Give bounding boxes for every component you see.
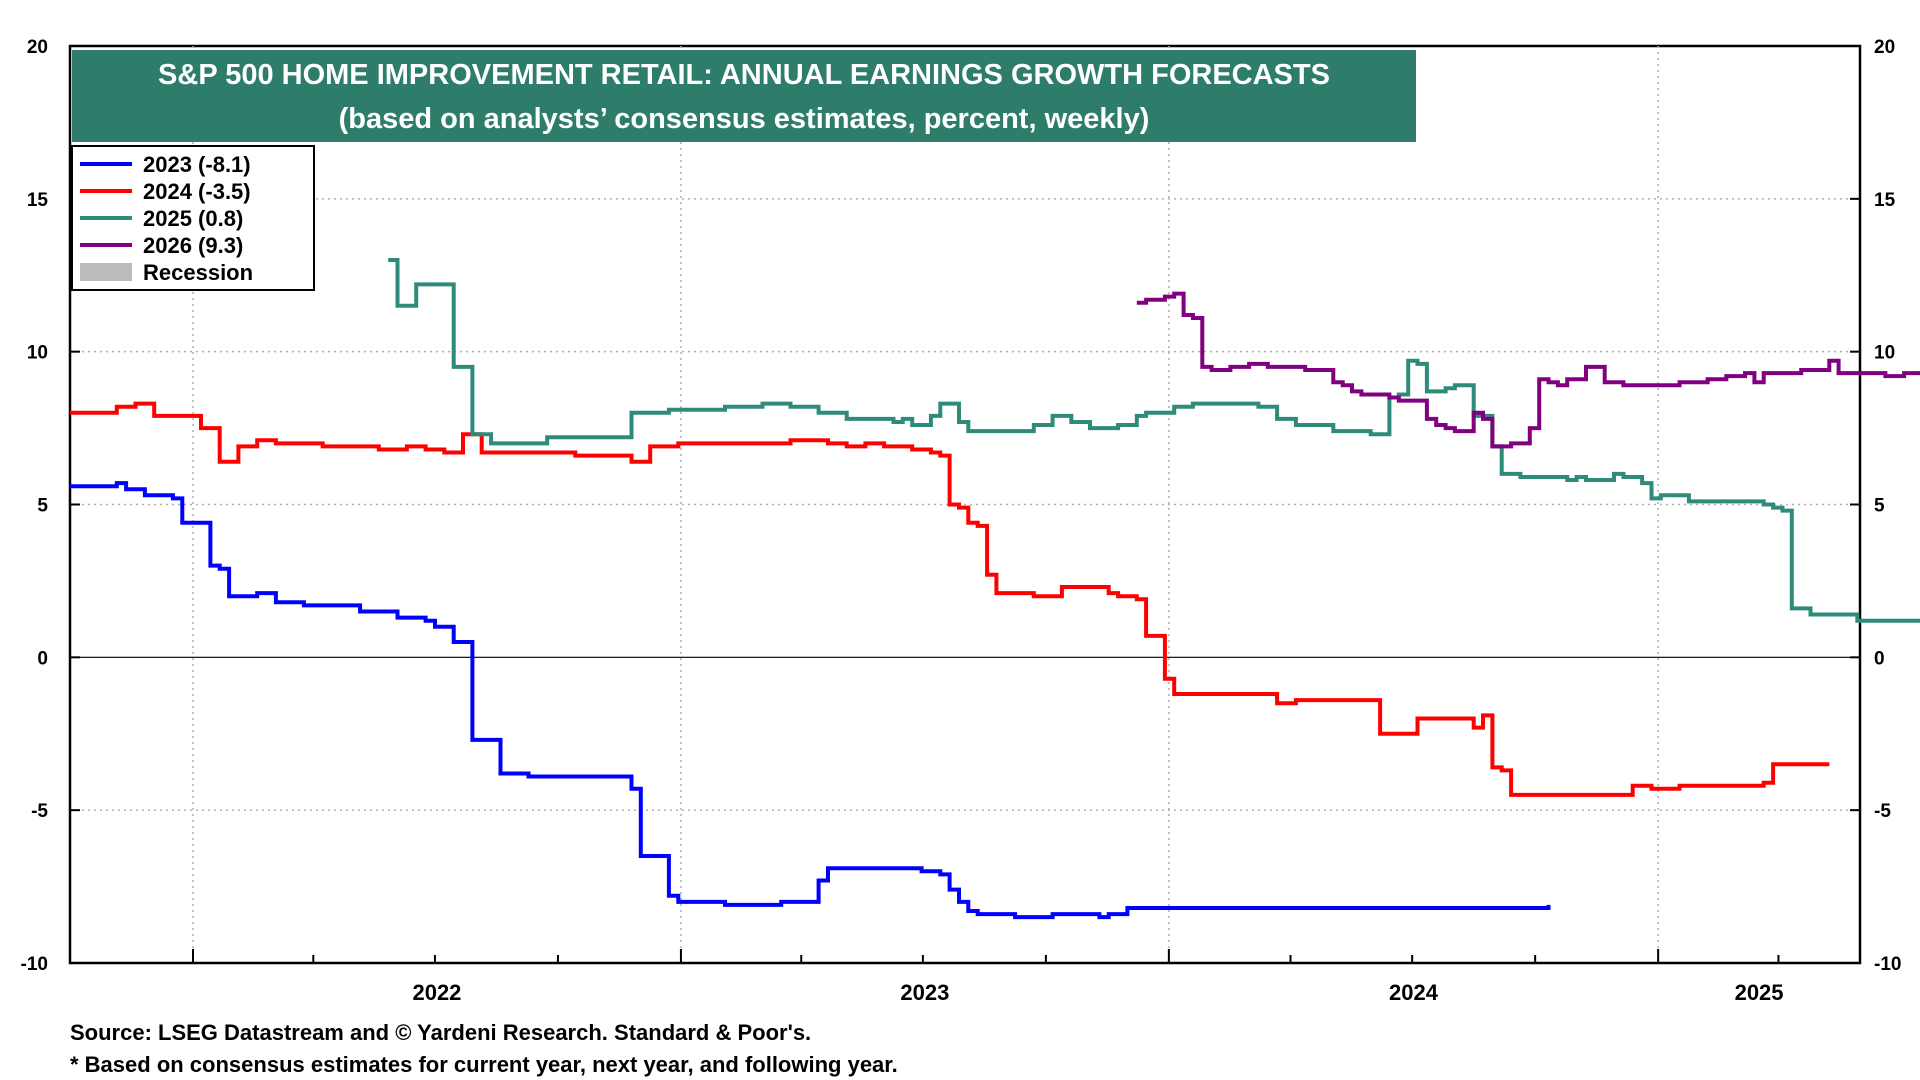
series-lines bbox=[70, 258, 1920, 920]
y-tick-label-right: -5 bbox=[1874, 801, 1891, 822]
x-year-label: 2025 bbox=[1735, 980, 1784, 1005]
x-axis-ticks bbox=[191, 949, 1780, 963]
source-note: Source: LSEG Datastream and © Yardeni Re… bbox=[70, 1020, 811, 1045]
y-tick-label-left: 20 bbox=[27, 37, 48, 58]
y-axis-left: -10 -5 0 5 10 15 20 bbox=[21, 37, 80, 975]
legend: 2023 (-8.1)2024 (-3.5)2025 (0.8)2026 (9.… bbox=[71, 145, 315, 291]
series-line bbox=[1136, 291, 1920, 449]
y-tick-label-left: -5 bbox=[31, 801, 48, 822]
legend-swatch-recession bbox=[80, 263, 132, 281]
y-tick-label-left: 15 bbox=[27, 190, 49, 211]
y-axis-right: -10 -5 0 5 10 15 20 bbox=[1850, 37, 1901, 975]
y-tick-label-right: 15 bbox=[1874, 190, 1896, 211]
x-year-label: 2022 bbox=[412, 980, 461, 1005]
series-line bbox=[70, 401, 1830, 797]
legend-label: 2025 (0.8) bbox=[143, 206, 243, 231]
chart-title: S&P 500 HOME IMPROVEMENT RETAIL: ANNUAL … bbox=[158, 59, 1330, 91]
legend-label: 2026 (9.3) bbox=[143, 233, 243, 258]
x-year-label: 2024 bbox=[1389, 980, 1439, 1005]
y-tick-label-right: 20 bbox=[1874, 37, 1895, 58]
title-box: S&P 500 HOME IMPROVEMENT RETAIL: ANNUAL … bbox=[72, 50, 1416, 142]
y-tick-label-right: 5 bbox=[1874, 496, 1885, 517]
series-line bbox=[388, 258, 1920, 623]
horizontal-grid bbox=[70, 198, 1860, 811]
x-year-label: 2023 bbox=[900, 980, 949, 1005]
y-tick-label-right: 0 bbox=[1874, 648, 1885, 669]
y-tick-label-left: -10 bbox=[21, 954, 48, 975]
y-tick-label-left: 0 bbox=[37, 648, 48, 669]
x-year-labels: 2022 2023 2024 2025 bbox=[412, 980, 1783, 1005]
chart-subtitle: (based on analysts’ consensus estimates,… bbox=[339, 103, 1150, 135]
y-tick-label-left: 5 bbox=[37, 496, 48, 517]
footnote: * Based on consensus estimates for curre… bbox=[70, 1052, 898, 1077]
y-tick-label-left: 10 bbox=[27, 343, 48, 364]
series-line bbox=[70, 481, 1551, 920]
legend-label: 2024 (-3.5) bbox=[143, 179, 251, 204]
y-tick-label-right: -10 bbox=[1874, 954, 1901, 975]
legend-label: 2023 (-8.1) bbox=[143, 152, 251, 177]
y-tick-label-right: 10 bbox=[1874, 343, 1895, 364]
legend-label: Recession bbox=[143, 260, 253, 285]
